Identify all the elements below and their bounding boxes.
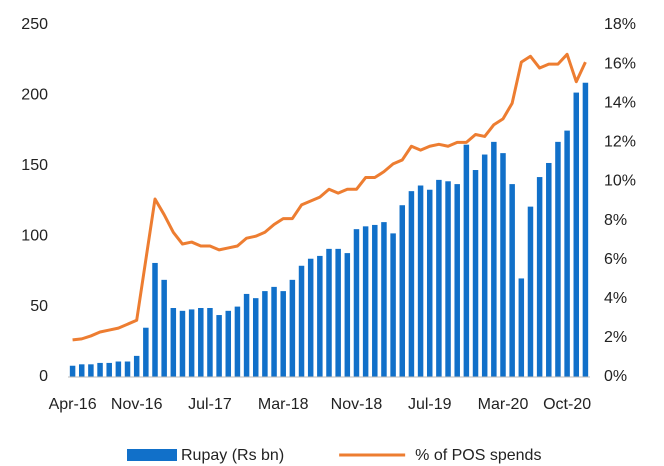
bar xyxy=(417,185,424,377)
bar xyxy=(362,226,369,377)
y2-tick-label: 2% xyxy=(604,329,627,346)
y-tick-label: 100 xyxy=(21,227,48,244)
x-tick-label: Jul-19 xyxy=(408,396,452,413)
y2-tick-label: 6% xyxy=(604,251,627,268)
bar xyxy=(582,82,589,377)
y2-tick-label: 4% xyxy=(604,290,627,307)
bar xyxy=(326,248,332,377)
bar xyxy=(445,181,451,377)
bar xyxy=(353,229,360,377)
y2-tick-label: 16% xyxy=(604,55,636,72)
bar xyxy=(491,141,497,377)
bar xyxy=(161,279,167,377)
x-tick-label: Mar-18 xyxy=(258,396,309,413)
bar xyxy=(546,162,552,377)
bar xyxy=(106,362,112,377)
bar xyxy=(225,310,232,377)
bar xyxy=(88,364,94,377)
bar xyxy=(198,308,204,377)
bar xyxy=(271,286,277,377)
bar xyxy=(262,291,268,377)
bar xyxy=(207,308,213,377)
y-tick-label: 200 xyxy=(21,87,48,104)
legend-label: % of POS spends xyxy=(415,447,541,464)
bar xyxy=(243,293,250,377)
x-tick-label: Nov-16 xyxy=(111,396,163,413)
bar xyxy=(78,364,85,377)
x-tick-label: Oct-20 xyxy=(543,396,591,413)
bar xyxy=(152,262,158,377)
bar xyxy=(69,365,76,377)
bar xyxy=(335,248,341,377)
x-tick-label: Mar-20 xyxy=(478,396,529,413)
x-tick-label: Jul-17 xyxy=(188,396,232,413)
bar xyxy=(472,170,479,377)
y2-tick-label: 0% xyxy=(604,368,627,385)
bar xyxy=(234,306,241,377)
bar xyxy=(143,327,149,377)
bar xyxy=(481,154,488,377)
y2-tick-label: 8% xyxy=(604,212,627,229)
bar xyxy=(454,184,460,377)
bar xyxy=(179,310,186,377)
bar xyxy=(399,205,406,377)
bar xyxy=(307,258,314,377)
y-tick-label: 150 xyxy=(21,157,48,174)
bar xyxy=(133,355,140,377)
bar xyxy=(463,144,470,377)
bar xyxy=(555,141,561,377)
y-tick-label: 0 xyxy=(39,368,48,385)
bar xyxy=(408,191,415,377)
x-tick-label: Apr-16 xyxy=(49,396,97,413)
bar xyxy=(500,153,506,377)
y2-tick-label: 10% xyxy=(604,173,636,190)
y-tick-label: 250 xyxy=(21,16,48,33)
line xyxy=(72,52,587,342)
bar xyxy=(381,222,387,377)
bar xyxy=(390,233,396,377)
bar xyxy=(564,130,570,377)
bar xyxy=(188,309,195,377)
bar xyxy=(509,184,515,377)
bar xyxy=(124,361,131,377)
bar xyxy=(280,291,286,377)
bar xyxy=(298,265,305,377)
bar xyxy=(170,308,177,377)
bar xyxy=(317,255,323,377)
y-tick-label: 50 xyxy=(30,298,48,315)
bar xyxy=(289,279,296,377)
bar xyxy=(344,253,351,377)
legend-label: Rupay (Rs bn) xyxy=(181,447,284,464)
y2-tick-label: 14% xyxy=(604,94,636,111)
bar xyxy=(216,315,222,377)
bar xyxy=(536,177,543,377)
bar xyxy=(372,224,378,377)
bar xyxy=(97,362,103,377)
bar xyxy=(115,361,122,377)
bar xyxy=(436,179,442,377)
bar xyxy=(518,278,525,377)
legend-swatch xyxy=(127,449,177,461)
bar xyxy=(426,189,433,377)
x-tick-label: Nov-18 xyxy=(331,396,383,413)
y2-tick-label: 18% xyxy=(604,16,636,33)
bar xyxy=(527,206,534,377)
y2-tick-label: 12% xyxy=(604,134,636,151)
bar xyxy=(252,298,259,377)
bar xyxy=(573,92,580,378)
